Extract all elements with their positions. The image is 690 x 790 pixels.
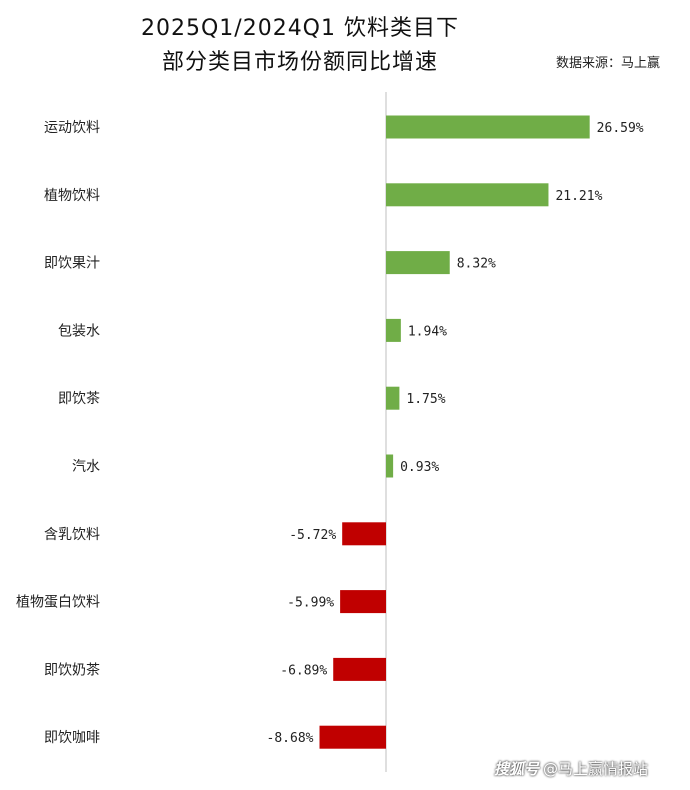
category-label: 汽水: [72, 459, 100, 475]
category-label: 包装水: [58, 323, 100, 339]
bar-positive: [386, 386, 400, 410]
data-label: -8.68%: [267, 731, 314, 746]
data-label: 1.75%: [406, 392, 445, 407]
data-label: 0.93%: [400, 460, 439, 475]
chart-title-line-1: 2025Q1/2024Q1 饮料类目下: [140, 16, 459, 41]
chart-source-note: 数据来源：马上赢: [556, 56, 661, 71]
bar-positive: [386, 454, 394, 478]
category-label: 含乳饮料: [44, 527, 100, 543]
data-label: 1.94%: [408, 324, 447, 339]
data-label: 8.32%: [457, 257, 496, 272]
category-label: 即饮果汁: [44, 256, 100, 272]
watermark-text: @马上赢情报站: [543, 760, 649, 778]
data-label: 26.59%: [597, 121, 644, 136]
watermark: 搜狐号 @马上赢情报站: [494, 758, 648, 779]
bar-positive: [386, 115, 590, 139]
bar-positive: [386, 183, 549, 207]
data-label: -5.72%: [289, 528, 336, 543]
category-label: 运动饮料: [44, 120, 100, 136]
data-label: 21.21%: [555, 189, 602, 204]
category-label: 植物饮料: [44, 188, 100, 204]
bar-negative: [340, 590, 386, 614]
bar-positive: [386, 318, 401, 342]
bar-negative: [333, 657, 386, 681]
bar-negative: [342, 522, 386, 546]
chart-title-line-2: 部分类目市场份额同比增速: [161, 50, 438, 75]
watermark-logo: 搜狐号: [494, 760, 540, 778]
category-label: 即饮奶茶: [44, 662, 100, 678]
data-label: -5.99%: [287, 596, 334, 611]
category-label: 即饮茶: [58, 391, 100, 407]
bar-negative: [319, 725, 386, 749]
category-label: 即饮咖啡: [44, 730, 100, 746]
data-label: -6.89%: [280, 663, 327, 678]
bar-positive: [386, 251, 450, 275]
category-label: 植物蛋白饮料: [16, 595, 100, 611]
